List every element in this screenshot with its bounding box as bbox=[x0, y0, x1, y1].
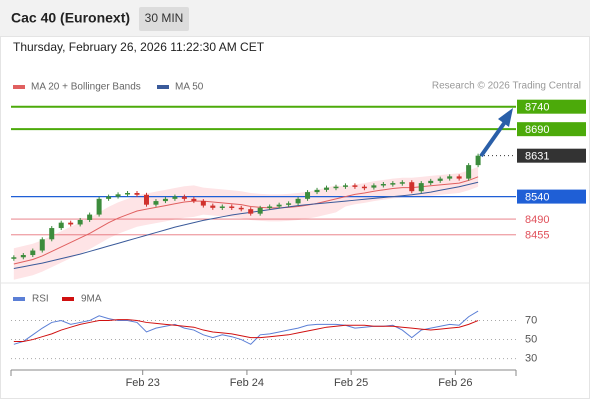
candle bbox=[390, 183, 396, 185]
candle bbox=[229, 206, 235, 208]
instrument-title: Cac 40 (Euronext) bbox=[11, 10, 130, 26]
rsi-line bbox=[13, 310, 479, 345]
credit: Research © 2026 Trading Central bbox=[432, 81, 581, 92]
level-tag bbox=[517, 99, 586, 114]
candle bbox=[314, 189, 320, 193]
candle bbox=[409, 182, 415, 192]
forecast-arrowhead bbox=[498, 108, 513, 127]
candle bbox=[30, 250, 36, 256]
candle bbox=[324, 187, 330, 190]
candle bbox=[58, 222, 64, 229]
legend-label: RSI bbox=[32, 294, 49, 305]
candle bbox=[456, 176, 462, 179]
candle bbox=[257, 207, 263, 214]
level-tag bbox=[517, 189, 586, 204]
candle bbox=[68, 222, 74, 225]
candle bbox=[238, 207, 244, 210]
candle bbox=[106, 196, 112, 199]
level-label: 8490 bbox=[525, 214, 549, 226]
candle bbox=[162, 198, 168, 202]
candle bbox=[342, 185, 348, 187]
level-label: 8540 bbox=[525, 191, 549, 203]
candle bbox=[11, 257, 17, 259]
rsi-line bbox=[13, 319, 479, 342]
top-bar bbox=[0, 0, 590, 36]
candle bbox=[437, 178, 443, 181]
y-tick-label: 70 bbox=[525, 314, 537, 326]
candle bbox=[371, 185, 377, 188]
legend-label: MA 50 bbox=[175, 82, 204, 93]
level-tag bbox=[517, 122, 586, 137]
candle bbox=[276, 204, 282, 207]
level-label: 8631 bbox=[525, 151, 549, 163]
legend-label: 9MA bbox=[81, 294, 102, 305]
interval-badge[interactable] bbox=[139, 7, 189, 31]
legend-swatch bbox=[62, 297, 74, 301]
level-label: 8455 bbox=[525, 230, 549, 242]
candle bbox=[191, 198, 197, 202]
level-label: 8740 bbox=[525, 102, 549, 114]
candle bbox=[361, 186, 367, 189]
y-tick-label: 50 bbox=[525, 333, 537, 345]
x-tick-label: Feb 26 bbox=[438, 377, 472, 389]
candle bbox=[143, 194, 149, 205]
candle bbox=[115, 194, 121, 197]
candle bbox=[466, 165, 472, 179]
candle bbox=[87, 214, 93, 220]
level-label: 8690 bbox=[525, 124, 549, 136]
moving-average bbox=[13, 181, 479, 270]
candle bbox=[20, 255, 26, 258]
candle bbox=[286, 203, 292, 205]
legend-swatch bbox=[13, 297, 25, 301]
legend-label: MA 20 + Bollinger Bands bbox=[31, 82, 141, 93]
candle bbox=[352, 185, 358, 187]
candle bbox=[295, 198, 301, 204]
candle bbox=[267, 206, 273, 208]
bollinger-band bbox=[13, 166, 479, 280]
candle bbox=[399, 182, 405, 184]
candle bbox=[125, 192, 131, 195]
candle bbox=[305, 192, 311, 199]
candle bbox=[475, 155, 481, 166]
x-tick-label: Feb 24 bbox=[230, 377, 264, 389]
candle bbox=[77, 219, 83, 225]
candle bbox=[219, 206, 225, 208]
candle bbox=[248, 209, 254, 214]
candle bbox=[418, 183, 424, 192]
x-tick-label: Feb 23 bbox=[126, 377, 160, 389]
candle bbox=[49, 228, 55, 240]
candle bbox=[39, 239, 45, 251]
candle bbox=[153, 201, 159, 205]
interval-label[interactable]: 30 MIN bbox=[145, 11, 184, 25]
legend-swatch bbox=[13, 85, 25, 89]
level-tag bbox=[517, 148, 586, 163]
candle bbox=[380, 184, 386, 186]
candle bbox=[172, 196, 178, 199]
candle bbox=[447, 176, 453, 179]
candle bbox=[134, 192, 140, 195]
candle bbox=[428, 180, 434, 184]
legend-swatch bbox=[157, 85, 169, 89]
candle bbox=[96, 198, 102, 215]
forecast-arrow bbox=[479, 120, 507, 158]
candle bbox=[210, 205, 216, 208]
y-tick-label: 30 bbox=[525, 352, 537, 364]
candle bbox=[200, 201, 206, 206]
x-tick-label: Feb 25 bbox=[334, 377, 368, 389]
moving-average bbox=[13, 176, 479, 265]
candle bbox=[181, 196, 187, 199]
candle bbox=[333, 186, 339, 189]
datetime: Thursday, February 26, 2026 11:22:30 AM … bbox=[13, 40, 265, 54]
